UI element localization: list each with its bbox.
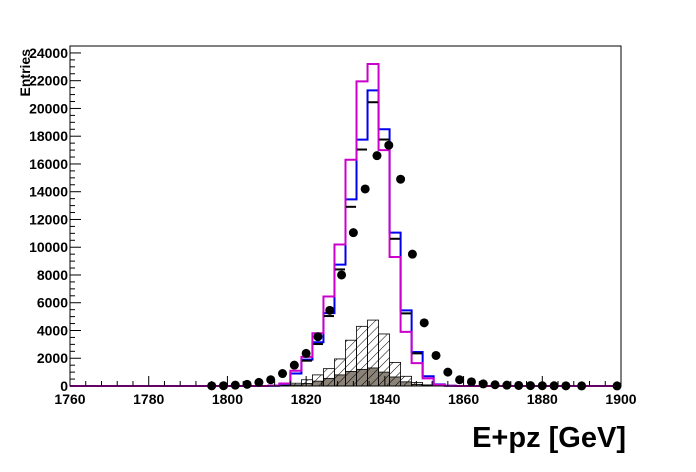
data-point bbox=[266, 375, 276, 385]
data-point bbox=[230, 380, 240, 390]
series-layer bbox=[70, 63, 621, 387]
hatched-bar bbox=[367, 319, 379, 387]
y-tick-label: 14000 bbox=[29, 184, 68, 200]
step-series-line bbox=[70, 63, 621, 387]
plot-frame bbox=[69, 45, 622, 387]
data-point bbox=[478, 379, 488, 389]
data-point bbox=[348, 228, 358, 238]
y-tick-label: 8000 bbox=[37, 267, 68, 283]
y-tick-label: 0 bbox=[60, 378, 68, 394]
data-point bbox=[337, 270, 347, 280]
x-tick-label: 1760 bbox=[54, 391, 85, 407]
y-tick-label: 4000 bbox=[37, 322, 68, 338]
axis-layer: 1760 1780 1800 1820 1840 1860 1880 1900 0 2000 400… bbox=[29, 45, 637, 407]
data-point bbox=[466, 377, 476, 387]
hatched-bar bbox=[400, 375, 413, 387]
data-point bbox=[396, 174, 406, 184]
x-tick-label: 1900 bbox=[605, 391, 636, 407]
data-point bbox=[360, 184, 370, 194]
marker-layer bbox=[207, 140, 622, 391]
x-tick-label: 1780 bbox=[133, 391, 164, 407]
data-point bbox=[443, 367, 453, 377]
x-axis-title: E+pz [GeV] bbox=[472, 422, 626, 454]
hatched-bar bbox=[356, 325, 368, 387]
y-tick-label: 22000 bbox=[29, 73, 68, 89]
hatched-bar bbox=[411, 382, 424, 387]
data-point bbox=[514, 380, 524, 390]
x-tick-label: 1820 bbox=[291, 391, 322, 407]
data-point bbox=[278, 369, 288, 379]
y-tick-label: 18000 bbox=[29, 128, 68, 144]
hatched-bar bbox=[301, 379, 313, 387]
data-point bbox=[455, 375, 465, 385]
hatched-bar bbox=[323, 368, 335, 387]
y-tick-label: 20000 bbox=[29, 100, 68, 116]
hatched-bar bbox=[334, 358, 346, 387]
data-point bbox=[289, 360, 299, 370]
y-axis-title: Entries bbox=[17, 49, 33, 97]
hatched-bar bbox=[389, 362, 401, 387]
y-tick-label: 10000 bbox=[29, 239, 68, 255]
y-tick-label: 2000 bbox=[37, 350, 68, 366]
data-point bbox=[301, 348, 311, 358]
x-tick-label: 1840 bbox=[369, 391, 400, 407]
y-tick-label: 24000 bbox=[29, 45, 68, 61]
data-point bbox=[325, 305, 335, 315]
data-point bbox=[384, 140, 394, 150]
y-tick-label: 16000 bbox=[29, 156, 68, 172]
data-point bbox=[431, 350, 441, 360]
data-point bbox=[419, 318, 429, 328]
data-point bbox=[407, 249, 417, 259]
y-tick-label: 12000 bbox=[29, 211, 68, 227]
y-tick-label: 6000 bbox=[37, 295, 68, 311]
x-tick-label: 1880 bbox=[527, 391, 558, 407]
hatched-bar bbox=[378, 333, 390, 387]
hatched-bar bbox=[345, 339, 357, 387]
data-point bbox=[372, 151, 382, 161]
data-point bbox=[502, 380, 512, 390]
x-tick-label: 1860 bbox=[448, 391, 479, 407]
x-tick-label: 1800 bbox=[212, 391, 243, 407]
data-point bbox=[242, 379, 252, 389]
data-point bbox=[313, 332, 323, 342]
